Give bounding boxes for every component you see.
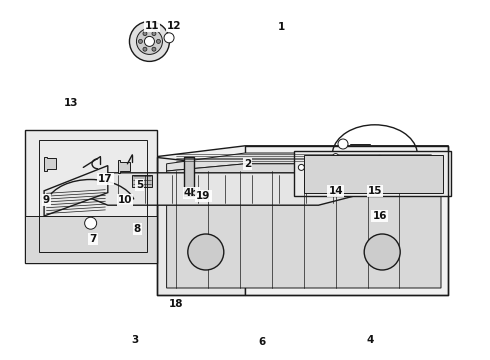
Circle shape xyxy=(129,21,170,62)
Text: 13: 13 xyxy=(64,98,78,108)
Polygon shape xyxy=(167,153,441,171)
Circle shape xyxy=(377,156,383,161)
Text: 17: 17 xyxy=(98,174,113,184)
Polygon shape xyxy=(24,130,157,263)
Text: 3: 3 xyxy=(131,335,138,345)
Circle shape xyxy=(188,234,224,270)
Circle shape xyxy=(156,39,160,44)
Circle shape xyxy=(143,47,147,51)
Circle shape xyxy=(164,33,174,43)
Text: 19: 19 xyxy=(196,191,211,201)
Circle shape xyxy=(338,166,343,172)
Circle shape xyxy=(136,28,163,54)
Text: 7: 7 xyxy=(89,234,97,244)
Circle shape xyxy=(152,32,156,36)
Text: 4: 4 xyxy=(366,335,374,345)
Text: 2: 2 xyxy=(244,159,251,169)
Text: 16: 16 xyxy=(372,211,387,221)
Polygon shape xyxy=(157,157,245,295)
Circle shape xyxy=(364,234,400,270)
Polygon shape xyxy=(167,164,441,288)
Text: 10: 10 xyxy=(118,195,132,205)
Polygon shape xyxy=(44,166,108,216)
Circle shape xyxy=(152,47,156,51)
Circle shape xyxy=(145,36,154,46)
Text: 4b: 4b xyxy=(184,188,198,198)
Polygon shape xyxy=(184,157,194,196)
Text: 12: 12 xyxy=(167,21,181,31)
Circle shape xyxy=(143,32,147,36)
Circle shape xyxy=(333,154,339,159)
Text: 11: 11 xyxy=(145,21,159,31)
Text: 6: 6 xyxy=(259,337,266,347)
Polygon shape xyxy=(245,146,448,295)
Text: 14: 14 xyxy=(328,186,343,196)
Polygon shape xyxy=(304,155,443,193)
Polygon shape xyxy=(294,151,451,196)
Text: 9: 9 xyxy=(43,195,50,205)
Polygon shape xyxy=(157,146,448,167)
Circle shape xyxy=(298,165,304,170)
Circle shape xyxy=(85,217,97,229)
Polygon shape xyxy=(132,175,152,187)
Text: 1: 1 xyxy=(278,22,285,32)
Circle shape xyxy=(338,139,348,149)
Polygon shape xyxy=(44,157,56,171)
Polygon shape xyxy=(118,160,130,173)
Text: 5: 5 xyxy=(136,180,143,190)
Polygon shape xyxy=(64,173,368,205)
Text: 18: 18 xyxy=(169,299,184,309)
Circle shape xyxy=(139,39,143,44)
Text: 8: 8 xyxy=(134,224,141,234)
Polygon shape xyxy=(24,216,157,263)
Text: 15: 15 xyxy=(368,186,382,196)
